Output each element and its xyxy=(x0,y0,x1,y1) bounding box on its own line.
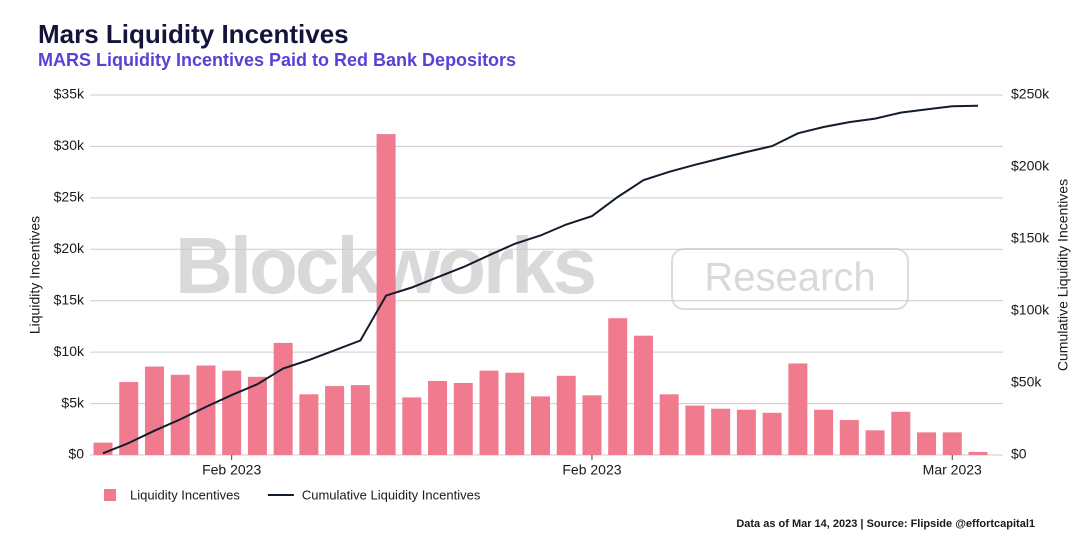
bar xyxy=(402,397,422,455)
bar xyxy=(299,394,319,455)
y2-tick-label: $200k xyxy=(1011,158,1050,174)
watermark: Research xyxy=(704,256,875,300)
legend-label: Cumulative Liquidity Incentives xyxy=(302,487,481,502)
bar xyxy=(865,430,885,455)
y-tick-label: $5k xyxy=(61,394,85,410)
y2-tick-label: $150k xyxy=(1011,230,1050,246)
bar xyxy=(711,408,731,455)
bar xyxy=(788,363,808,455)
x-tick-label: Feb 2023 xyxy=(562,462,621,478)
legend-label: Liquidity Incentives xyxy=(130,487,240,502)
y2-tick-label: $50k xyxy=(1011,374,1042,390)
footer: Data as of Mar 14, 2023 | Source: Flipsi… xyxy=(736,518,1035,530)
bar xyxy=(608,318,628,455)
y2-tick-label: $100k xyxy=(1011,302,1050,318)
bar xyxy=(247,376,267,455)
y-tick-label: $35k xyxy=(54,86,85,102)
bar xyxy=(144,366,164,455)
bar xyxy=(119,381,139,455)
bar xyxy=(582,395,602,455)
bar xyxy=(633,335,653,455)
legend-swatch xyxy=(104,489,116,501)
bar xyxy=(814,409,834,455)
bar xyxy=(196,365,216,455)
bar xyxy=(376,134,396,456)
bar xyxy=(273,342,293,455)
bar xyxy=(891,411,911,455)
bar xyxy=(968,451,988,455)
x-tick-label: Mar 2023 xyxy=(923,462,982,478)
y-tick-label: $25k xyxy=(54,189,85,205)
bar xyxy=(736,409,756,455)
chart-title: Mars Liquidity Incentives xyxy=(38,19,349,49)
bar xyxy=(659,394,679,455)
bar xyxy=(325,386,345,455)
bar xyxy=(428,380,448,455)
bar xyxy=(685,405,705,455)
bar xyxy=(453,383,473,455)
x-tick-label: Feb 2023 xyxy=(202,462,261,478)
bar xyxy=(505,372,525,455)
y-tick-label: $30k xyxy=(54,137,85,153)
bar xyxy=(556,375,576,455)
bar xyxy=(222,370,242,455)
chart-subtitle: MARS Liquidity Incentives Paid to Red Ba… xyxy=(38,50,516,70)
bar xyxy=(917,432,937,455)
bar xyxy=(839,420,859,455)
y-tick-label: $0 xyxy=(68,446,84,462)
y2-tick-label: $250k xyxy=(1011,86,1050,102)
y-axis-title: Liquidity Incentives xyxy=(27,216,43,334)
y2-axis-title: Cumulative Liquidity Incentives xyxy=(1055,179,1071,371)
y-tick-label: $10k xyxy=(54,343,85,359)
y-tick-label: $20k xyxy=(54,240,85,256)
bar xyxy=(942,432,962,455)
bar xyxy=(350,385,370,455)
line xyxy=(102,104,979,455)
bar xyxy=(531,396,550,455)
bar xyxy=(170,374,190,455)
y2-tick-label: $0 xyxy=(1011,446,1027,462)
bar xyxy=(762,412,782,455)
y-tick-label: $15k xyxy=(54,291,85,307)
bar xyxy=(479,370,499,455)
